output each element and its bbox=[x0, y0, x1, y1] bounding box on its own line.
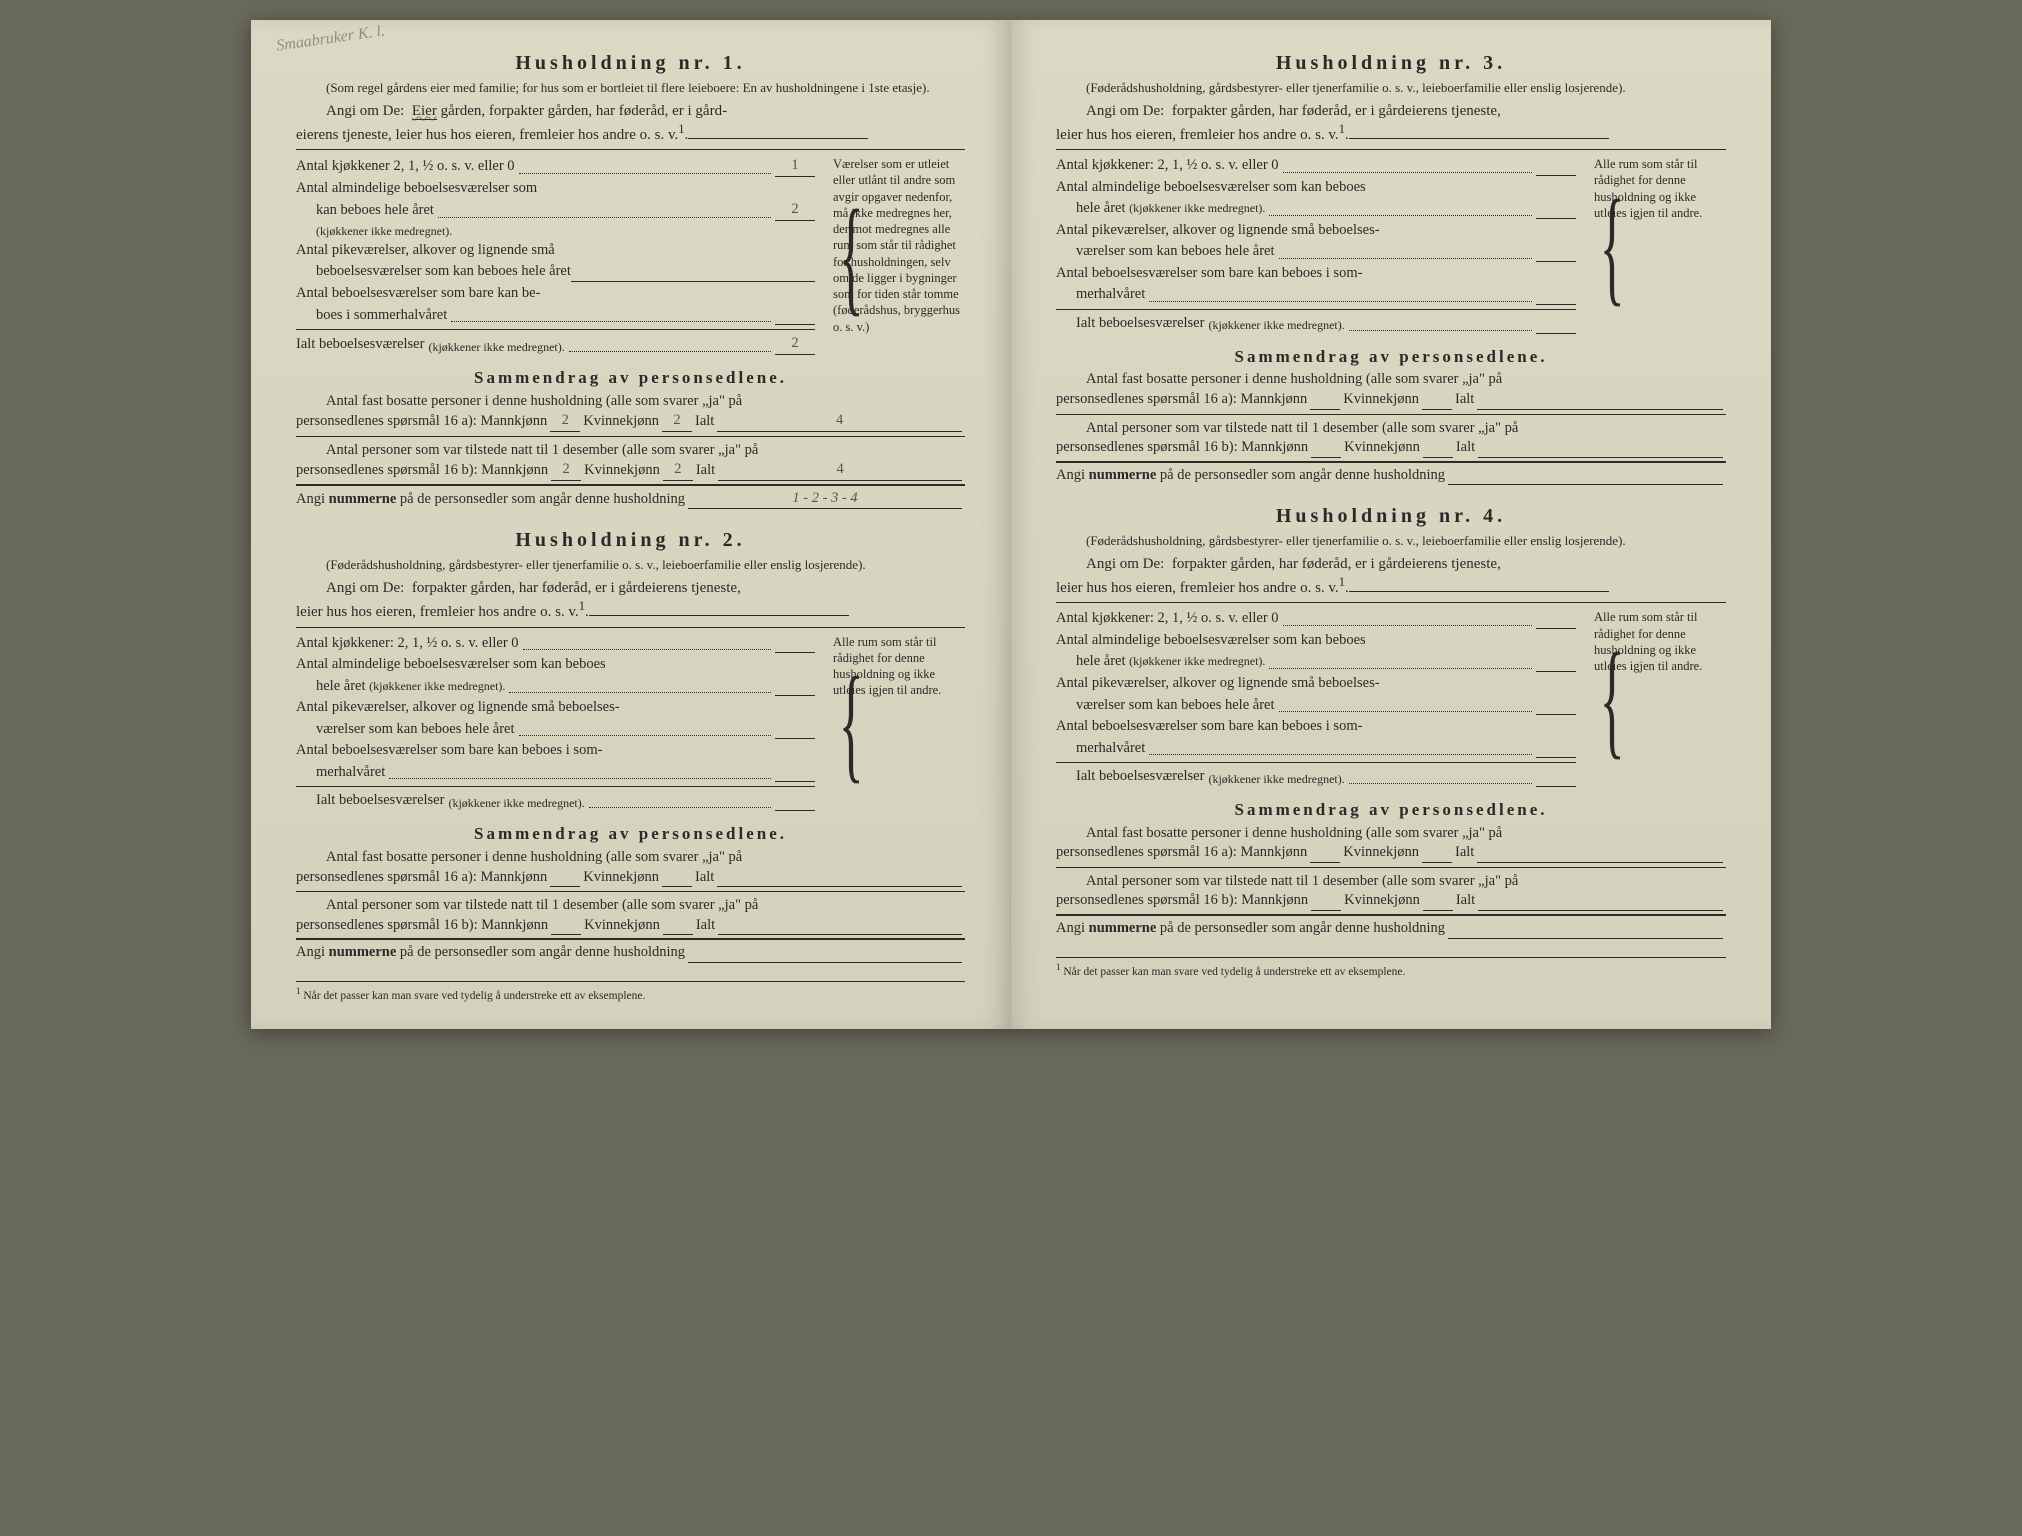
side-note-4: { Alle rum som står til rådighet for den… bbox=[1586, 609, 1726, 789]
ans bbox=[775, 810, 815, 811]
q16b-label: personsedlenes spørsmål 16 b): bbox=[296, 461, 478, 481]
underlined-eier: Eier bbox=[412, 103, 437, 120]
household-4: Husholdning nr. 4. (Føderådshusholdning,… bbox=[1056, 503, 1726, 938]
label-sommer-a: Antal beboelsesværelser som bare kan be- bbox=[296, 284, 540, 304]
household-1-subtitle: (Som regel gårdens eier med familie; for… bbox=[296, 79, 965, 97]
ans-pike bbox=[571, 281, 815, 282]
label: Antal pikeværelser, alkover og lignende … bbox=[296, 698, 620, 718]
sammendrag-4-title: Sammendrag av personsedlene. bbox=[1056, 799, 1726, 822]
label-pike-b: beboelsesværelser som kan beboes hele år… bbox=[316, 262, 571, 282]
left-page: Smaabruker K. l. Husholdning nr. 1. (Som… bbox=[251, 20, 1011, 1029]
household-4-title: Husholdning nr. 4. bbox=[1056, 503, 1726, 530]
ialt-note: (kjøkkener ikke medregnet). bbox=[428, 339, 564, 355]
household-3-rooms: Antal kjøkkener: 2, 1, ½ o. s. v. eller … bbox=[1056, 156, 1726, 336]
tilstede-2: Antal personer som var tilstede natt til… bbox=[296, 896, 965, 916]
brace-icon: { bbox=[1600, 156, 1625, 336]
fast-bosatte-1: Antal fast bosatte personer i denne hush… bbox=[296, 392, 965, 412]
ans-kjokken: 1 bbox=[775, 156, 815, 177]
row-kjokken-note: (kjøkkener ikke medregnet). bbox=[296, 223, 815, 239]
footnote-left: 1 Når det passer kan man svare ved tydel… bbox=[296, 981, 965, 1004]
side-note-2: { Alle rum som står til rådighet for den… bbox=[825, 634, 965, 814]
row-alm-b: kan beboes hele året 2 bbox=[296, 200, 815, 221]
fast-bosatte-2: Antal fast bosatte personer i denne hush… bbox=[296, 848, 965, 868]
ialt-label: Ialt bbox=[695, 412, 714, 432]
label: hele året (kjøkkener ikke medregnet). bbox=[316, 677, 505, 697]
ans-alm: 2 bbox=[775, 200, 815, 221]
brace-icon: { bbox=[839, 634, 864, 814]
q16a-label: personsedlenes spørsmål 16 a): bbox=[296, 412, 477, 432]
q16b-line-1: personsedlenes spørsmål 16 b): Mannkjønn… bbox=[296, 460, 965, 481]
mann-label: Mannkjønn bbox=[480, 412, 547, 432]
row-alm-a: Antal almindelige beboelsesværelser som bbox=[296, 179, 815, 199]
q16a-line-1: personsedlenes spørsmål 16 a): Mannkjønn… bbox=[296, 411, 965, 432]
label-alm-b: kan beboes hele året bbox=[316, 201, 434, 221]
household-1-rooms: Antal kjøkkener 2, 1, ½ o. s. v. eller 0… bbox=[296, 156, 965, 357]
kvinne-label-b: Kvinnekjønn bbox=[584, 461, 660, 481]
right-page: Husholdning nr. 3. (Føderådshusholdning,… bbox=[1011, 20, 1771, 1029]
household-4-subtitle: (Føderådshusholdning, gårdsbestyrer- ell… bbox=[1056, 532, 1726, 550]
household-3: Husholdning nr. 3. (Føderådshusholdning,… bbox=[1056, 50, 1726, 485]
side-note-1: { Værelser som er utleiet eller utlånt t… bbox=[825, 156, 965, 357]
kvinne-label: Kvinnekjønn bbox=[583, 412, 659, 432]
ans-ialt16a: 4 bbox=[717, 411, 962, 432]
label-alm-a: Antal almindelige beboelsesværelser som bbox=[296, 179, 537, 199]
nummerne-line-1: Angi nummerne på de personsedler som ang… bbox=[296, 489, 965, 510]
document-spread: Smaabruker K. l. Husholdning nr. 1. (Som… bbox=[251, 20, 1771, 1029]
label: Antal almindelige beboelsesværelser som … bbox=[296, 655, 606, 675]
mann-label-b: Mannkjønn bbox=[481, 461, 548, 481]
angi-num-label: Angi nummerne på de personsedler som ang… bbox=[296, 490, 685, 510]
ans-sommer bbox=[775, 324, 815, 325]
ans-kvinne16b: 2 bbox=[663, 460, 693, 481]
household-4-instruction: Angi om De: forpakter gården, har føderå… bbox=[1056, 554, 1726, 599]
household-2-title: Husholdning nr. 2. bbox=[296, 527, 965, 554]
ans bbox=[775, 652, 815, 653]
ans-ialt: 2 bbox=[775, 334, 815, 355]
ans bbox=[775, 738, 815, 739]
footnote-right: 1 Når det passer kan man svare ved tydel… bbox=[1056, 957, 1726, 980]
household-3-instruction: Angi om De: forpakter gården, har føderå… bbox=[1056, 101, 1726, 146]
brace-icon: { bbox=[1600, 609, 1625, 789]
ans-mann16b: 2 bbox=[551, 460, 581, 481]
household-2-instruction: Angi om De: forpakter gården, har føderå… bbox=[296, 578, 965, 623]
household-3-title: Husholdning nr. 3. bbox=[1056, 50, 1726, 77]
sammendrag-1-title: Sammendrag av personsedlene. bbox=[296, 367, 965, 390]
household-3-subtitle: (Føderådshusholdning, gårdsbestyrer- ell… bbox=[1056, 79, 1726, 97]
household-2-subtitle: (Føderådshusholdning, gårdsbestyrer- ell… bbox=[296, 556, 965, 574]
household-2-rooms: Antal kjøkkener: 2, 1, ½ o. s. v. eller … bbox=[296, 634, 965, 814]
row-kjokken: Antal kjøkkener 2, 1, ½ o. s. v. eller 0… bbox=[296, 156, 815, 177]
label: Ialt beboelsesværelser bbox=[316, 791, 444, 811]
label: merhalvåret bbox=[316, 763, 385, 783]
row-sommer-a: Antal beboelsesværelser som bare kan be- bbox=[296, 284, 815, 304]
row-ialt: Ialt beboelsesværelser (kjøkkener ikke m… bbox=[296, 334, 815, 355]
ialt-label-b: Ialt bbox=[696, 461, 715, 481]
label: værelser som kan beboes hele året bbox=[316, 720, 515, 740]
ans bbox=[775, 781, 815, 782]
household-1-title: Husholdning nr. 1. bbox=[296, 50, 965, 77]
row-pike-b: beboelsesværelser som kan beboes hele år… bbox=[296, 262, 815, 282]
label: Antal beboelsesværelser som bare kan beb… bbox=[296, 741, 602, 761]
ans bbox=[775, 695, 815, 696]
side-note-3: { Alle rum som står til rådighet for den… bbox=[1586, 156, 1726, 336]
label-ialt: Ialt beboelsesværelser bbox=[296, 335, 424, 355]
tilstede-1: Antal personer som var tilstede natt til… bbox=[296, 441, 965, 461]
kjokken-note: (kjøkkener ikke medregnet). bbox=[316, 223, 452, 239]
sammendrag-3-title: Sammendrag av personsedlene. bbox=[1056, 346, 1726, 369]
ans-nummerne: 1 - 2 - 3 - 4 bbox=[688, 489, 962, 510]
label-pike-a: Antal pikeværelser, alkover og lignende … bbox=[296, 241, 555, 261]
label-sommer-b: boes i sommerhalvåret bbox=[316, 306, 447, 326]
label-kjokken: Antal kjøkkener 2, 1, ½ o. s. v. eller 0 bbox=[296, 157, 515, 177]
ans-ialt16b: 4 bbox=[718, 460, 962, 481]
sammendrag-2-title: Sammendrag av personsedlene. bbox=[296, 823, 965, 846]
row-pike-a: Antal pikeværelser, alkover og lignende … bbox=[296, 241, 815, 261]
household-2: Husholdning nr. 2. (Føderådshusholdning,… bbox=[296, 527, 965, 962]
label: Antal kjøkkener: 2, 1, ½ o. s. v. eller … bbox=[296, 634, 519, 654]
household-1-instruction: Angi om De: Eier gården, forpakter gårde… bbox=[296, 101, 965, 146]
household-1: Husholdning nr. 1. (Som regel gårdens ei… bbox=[296, 50, 965, 509]
brace-icon: { bbox=[839, 156, 864, 357]
ans-kvinne16a: 2 bbox=[662, 411, 692, 432]
ans-mann16a: 2 bbox=[550, 411, 580, 432]
row-sommer-b: boes i sommerhalvåret bbox=[296, 306, 815, 326]
household-4-rooms: Antal kjøkkener: 2, 1, ½ o. s. v. eller … bbox=[1056, 609, 1726, 789]
